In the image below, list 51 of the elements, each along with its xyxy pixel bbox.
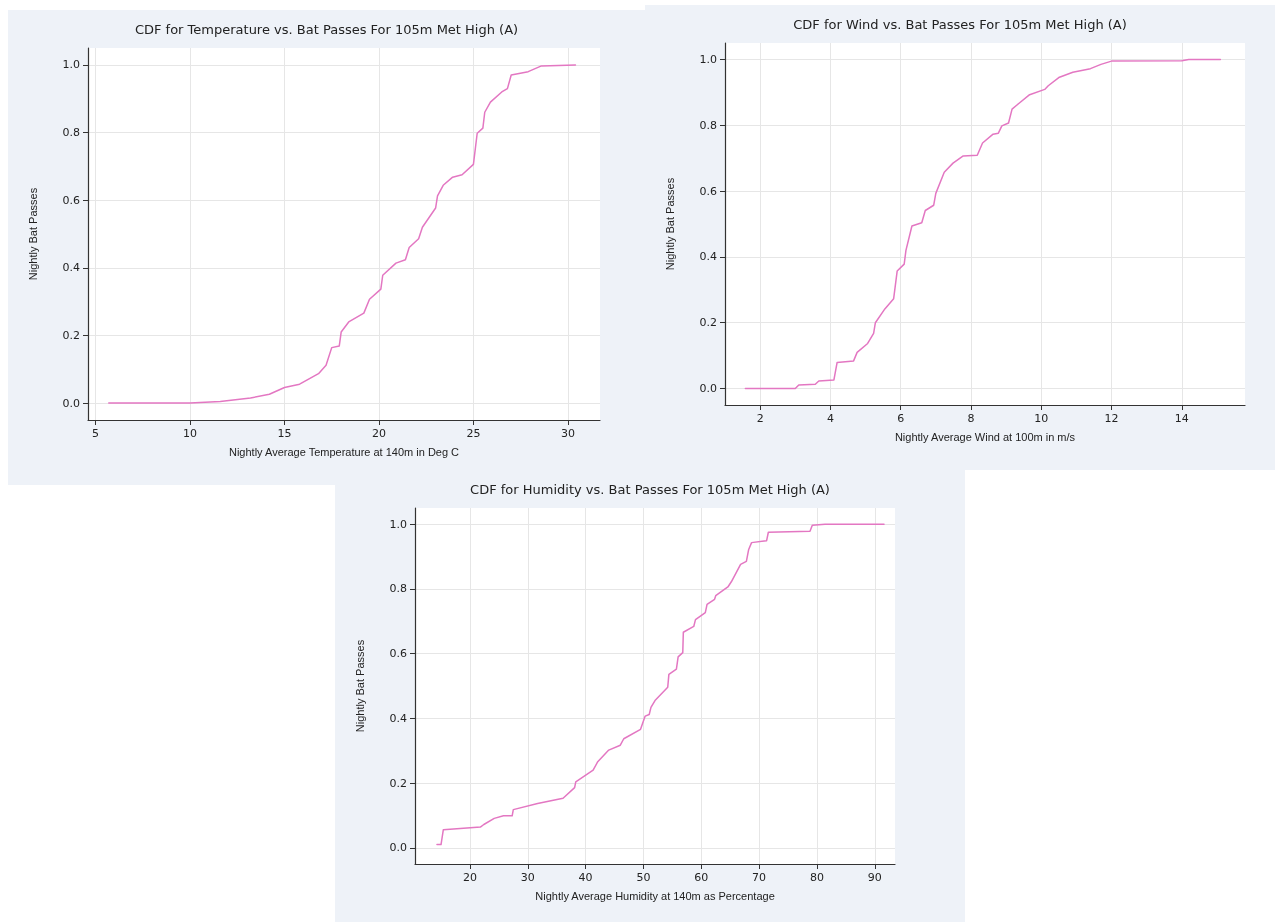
x-tick-label: 14 (1174, 412, 1189, 425)
chart-title: CDF for Humidity vs. Bat Passes For 105m Met High (A) (470, 482, 830, 497)
y-tick-label: 0.6 (699, 184, 717, 198)
x-axis-title: Nightly Average Wind at 100m in m/s (894, 430, 1076, 443)
x-tick-label: 20 (462, 871, 477, 884)
x-tick-label: 25 (466, 427, 481, 440)
y-tick-label: 0.2 (389, 776, 407, 790)
x-tick-label: 10 (1034, 412, 1049, 425)
x-tick-label: 20 (371, 427, 386, 440)
y-tick-label: 0.6 (389, 647, 407, 661)
x-tick-label: 70 (752, 871, 767, 884)
y-axis-title: Nightly Bat Passes (663, 177, 676, 271)
y-tick-label: 0.6 (62, 193, 80, 207)
x-tick-label: 90 (867, 871, 882, 884)
x-tick-label: 30 (560, 427, 575, 440)
x-tick-label: 80 (809, 871, 824, 884)
y-tick-label: 0.8 (699, 118, 717, 132)
y-tick-label: 0.0 (389, 841, 407, 855)
y-tick-label: 1.0 (699, 52, 717, 66)
x-tick-label: 30 (520, 871, 535, 884)
x-tick-label: 8 (967, 412, 975, 425)
x-tick-label: 50 (636, 871, 651, 884)
y-tick-label: 0.0 (699, 382, 717, 396)
x-tick-label: 4 (826, 412, 834, 425)
line-series (436, 523, 885, 846)
chart-title: CDF for Temperature vs. Bat Passes For 105m Met High (A) (134, 22, 519, 37)
x-tick-label: 6 (897, 412, 905, 425)
line-series (744, 58, 1222, 390)
y-tick-label: 0.2 (699, 316, 717, 330)
y-tick-label: 0.8 (62, 126, 80, 140)
x-tick-label: 12 (1104, 412, 1119, 425)
x-axis-title: Nightly Average Humidity at 140m as Percentage (535, 889, 775, 902)
y-tick-label: 0.0 (62, 396, 80, 410)
y-tick-label: 0.4 (699, 250, 717, 264)
y-tick-label: 1.0 (389, 517, 407, 531)
line-series (108, 64, 577, 404)
chart-title: CDF for Wind vs. Bat Passes For 105m Met High (A) (793, 17, 1127, 32)
y-tick-label: 0.4 (62, 261, 80, 275)
x-tick-label: 2 (756, 412, 764, 425)
x-tick-label: 60 (694, 871, 709, 884)
y-axis-title: Nightly Bat Passes (26, 187, 39, 281)
y-tick-label: 0.8 (389, 582, 407, 596)
x-tick-label: 5 (92, 427, 100, 440)
y-axis-title: Nightly Bat Passes (353, 639, 366, 733)
y-tick-label: 0.4 (389, 711, 407, 725)
y-tick-label: 0.2 (62, 328, 80, 342)
y-tick-label: 1.0 (62, 58, 80, 72)
x-tick-label: 15 (277, 427, 292, 440)
x-axis-title: Nightly Average Temperature at 140m in Deg C (228, 445, 460, 458)
x-tick-label: 10 (183, 427, 198, 440)
x-tick-label: 40 (578, 871, 593, 884)
